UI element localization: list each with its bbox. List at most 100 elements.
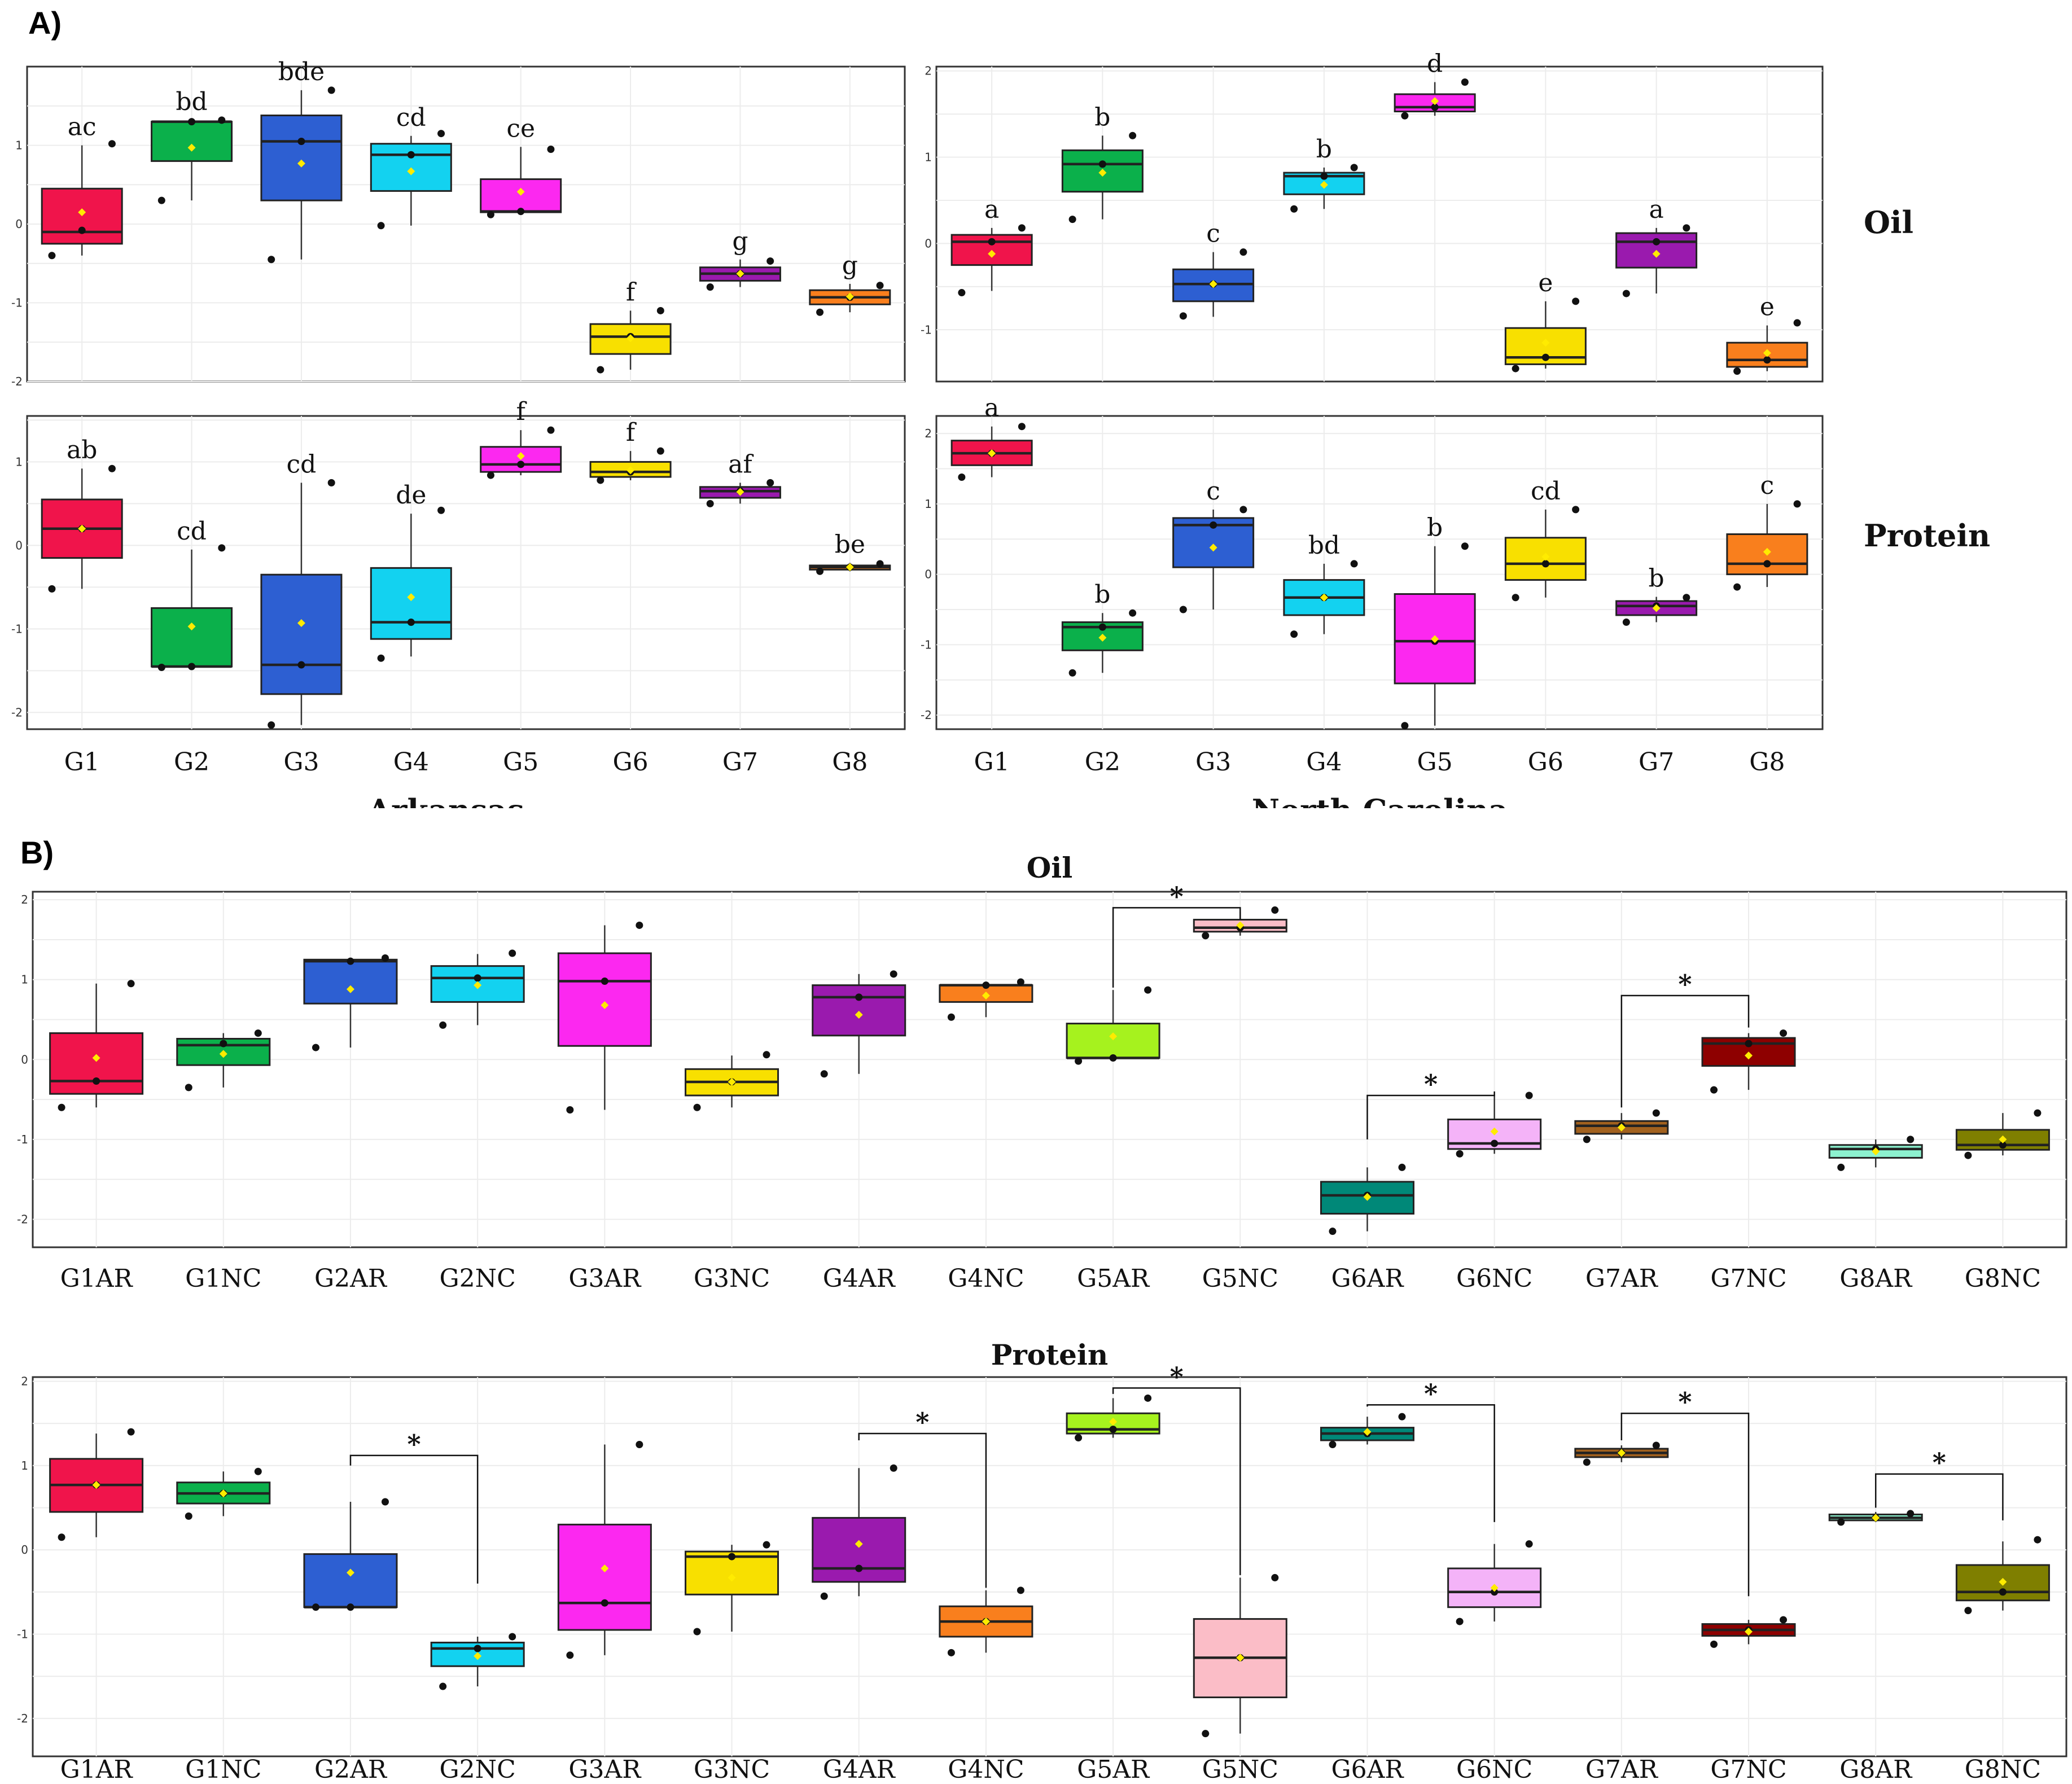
data-point [656,306,664,314]
box-G8AR [1828,1510,1923,1526]
bracket-line [858,1432,987,1588]
box-G8NC [1955,1109,2050,1159]
box-G5: d [1394,50,1476,120]
plot-frame [935,65,1824,383]
group-letter: d [1427,50,1443,78]
group-letter: b [1316,135,1332,164]
data-point [706,499,714,507]
group-letter: bde [278,58,325,86]
box-G7: b [1615,564,1698,626]
data-point [157,663,165,671]
data-point [947,1649,955,1656]
data-point [1622,618,1630,626]
mean-marker [1320,181,1328,189]
bracket-line [1366,1404,1495,1522]
box-body [151,607,233,668]
data-point [566,1106,574,1114]
box-G8NC [1955,1536,2050,1615]
box-body [260,573,343,695]
mean-marker [1999,1577,2007,1586]
box-G5AR [1066,1394,1160,1442]
data-point [1210,521,1217,529]
data-point [1098,623,1106,631]
x-tick-label: G6AR [1331,1755,1404,1784]
bracket-line [1366,1091,1495,1139]
y-tick-label: -1 [11,622,23,635]
data-point [220,1040,227,1047]
y-tick-label: 2 [21,1374,28,1388]
data-point [566,1651,574,1659]
x-tick-label: G4 [393,748,429,777]
data-point [509,1633,516,1641]
mean-marker [1617,1449,1626,1457]
data-point [1202,1730,1210,1738]
x-tick-label: G8NC [1965,1264,2041,1293]
box-G2NC [430,949,525,1029]
data-point [1129,609,1137,617]
mean-marker [92,1481,100,1489]
data-point [1512,365,1519,372]
data-point [1491,1139,1499,1147]
mean-marker [1872,1514,1880,1522]
data-point [693,1628,701,1636]
x-tick-label: G8 [1749,748,1785,777]
data-point [1461,78,1469,86]
significance-bracket: * [1620,969,1750,1108]
box-G1AR [49,980,144,1111]
x-tick-label: G6NC [1456,1755,1532,1784]
significance-star: * [1678,969,1692,1000]
y-tick-label: -2 [921,708,932,722]
data-point [766,257,774,265]
data-point [407,619,415,626]
bracket-line [1112,907,1241,988]
y-tick-label: 1 [15,455,23,468]
x-tick-label: G6NC [1456,1264,1532,1293]
data-point [381,954,389,962]
x-tick-label: G8AR [1839,1755,1913,1784]
box-body [557,952,652,1047]
box-G6NC [1447,1540,1542,1625]
x-tick-label: G3NC [694,1264,770,1293]
x-tick-label: G8AR [1839,1264,1913,1293]
x-tick-label: G5AR [1077,1264,1150,1293]
y-tick-label: 1 [21,973,28,987]
box-G6: f [589,418,672,484]
x-tick-label: G3NC [694,1755,770,1784]
box-body [151,121,233,162]
mean-marker [627,334,635,343]
x-tick-label: G4NC [948,1755,1024,1784]
box-G3: cd [260,450,343,729]
group-letter: b [1094,580,1110,609]
box-G6: e [1504,269,1587,372]
chart-a-oil-left: -2 -1 0 1 ac bd bde cd ce f g g [11,58,906,388]
data-point [547,145,555,153]
data-point [1068,669,1076,677]
data-point [1541,560,1549,568]
significance-star: * [408,1429,421,1459]
x-tick-label: G6 [612,748,648,777]
group-letter: cd [287,450,317,479]
mean-marker [1490,1584,1499,1592]
data-point [1780,1616,1788,1624]
data-point [1431,103,1439,111]
box-G8: be [809,530,891,575]
mean-marker [728,1077,736,1086]
x-tick-label: G1NC [185,1264,261,1293]
data-point [347,1603,354,1611]
data-point [297,138,305,146]
bracket-line [1874,1473,2004,1520]
mean-marker [187,143,196,152]
x-tick-label: G7 [1639,748,1674,777]
box-G1: ac [41,113,123,260]
mean-marker [1872,1147,1880,1156]
data-point [312,1044,319,1051]
data-point [474,974,481,982]
y-tick-label: -2 [17,1712,28,1725]
mean-marker [297,159,305,168]
box-G7NC [1701,1616,1796,1648]
y-tick-label: -1 [17,1627,28,1641]
data-point [1907,1510,1915,1518]
data-point [78,226,86,234]
box-G1: a [950,394,1033,481]
data-point [547,426,555,434]
